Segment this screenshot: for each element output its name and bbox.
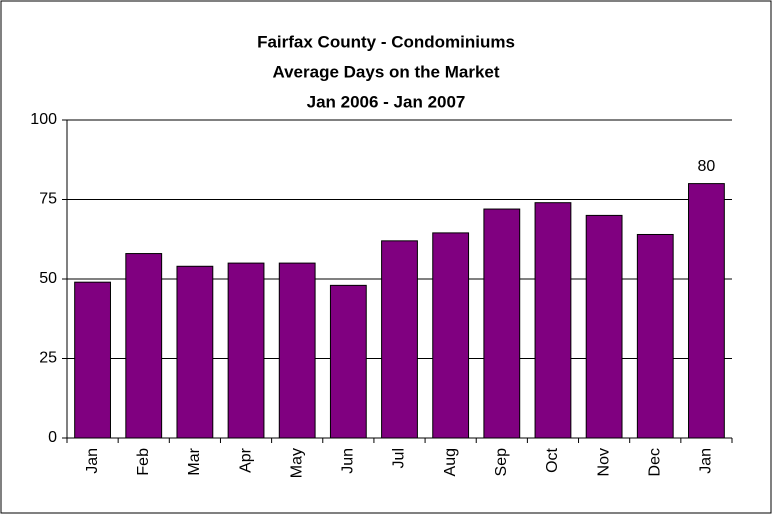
x-tick-label: Jun xyxy=(340,448,357,474)
chart-subtitle: Average Days on the Market xyxy=(272,62,499,81)
data-label: 80 xyxy=(698,158,716,175)
chart-title: Fairfax County - Condominiums xyxy=(257,32,515,51)
bar xyxy=(278,262,316,439)
x-tick-label: Apr xyxy=(237,447,254,473)
bar xyxy=(585,214,623,439)
bar xyxy=(381,240,418,439)
chart-subtitle: Jan 2006 - Jan 2007 xyxy=(307,92,466,111)
y-tick-label: 100 xyxy=(30,111,57,128)
x-tick-label: Sep xyxy=(493,448,510,477)
x-tick-label: Dec xyxy=(646,448,663,476)
bar xyxy=(534,202,572,439)
x-tick-label: Feb xyxy=(135,448,152,476)
bar xyxy=(176,265,214,439)
y-tick-label: 75 xyxy=(39,191,57,208)
y-tick-label: 0 xyxy=(48,429,57,446)
y-tick-label: 25 xyxy=(39,350,57,367)
bar xyxy=(688,183,725,439)
bar xyxy=(125,253,163,439)
x-tick-label: Jan xyxy=(84,448,101,474)
x-tick-label: Jul xyxy=(391,448,408,468)
bar xyxy=(74,281,111,439)
x-tick-label: May xyxy=(288,448,305,478)
y-tick-label: 50 xyxy=(39,270,57,287)
bar xyxy=(329,284,367,439)
bar xyxy=(483,208,521,439)
bar xyxy=(227,262,265,439)
x-tick-label: Oct xyxy=(544,447,561,472)
x-tick-label: Aug xyxy=(442,448,459,476)
x-tick-label: Mar xyxy=(186,447,203,475)
bar xyxy=(636,233,674,439)
bar xyxy=(432,232,470,439)
x-tick-label: Nov xyxy=(595,448,612,476)
x-tick-label: Jan xyxy=(698,448,715,474)
